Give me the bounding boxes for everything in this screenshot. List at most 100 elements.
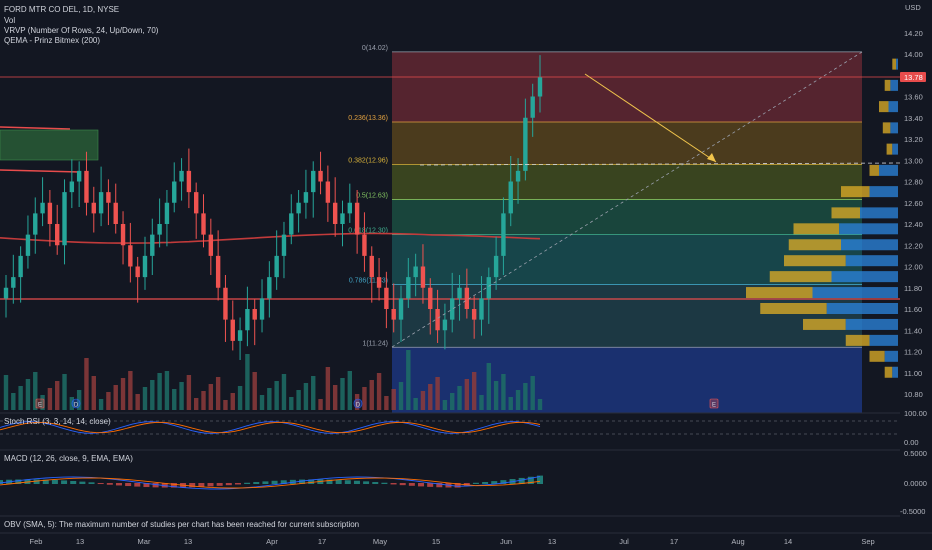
volume-bar <box>11 393 16 410</box>
fib-level-label: 0.786(11.83) <box>349 278 388 285</box>
candle-body <box>157 224 162 235</box>
volume-bar <box>530 376 535 410</box>
volume-bar <box>157 373 162 410</box>
candle-body <box>369 255 374 278</box>
candle-body <box>120 224 126 246</box>
volume-profile-up <box>884 350 898 362</box>
candle-body <box>84 170 89 203</box>
volume-profile-down <box>886 143 893 155</box>
volume-bar <box>208 384 214 410</box>
event-marker-icon <box>709 398 719 409</box>
macd-histogram-bar <box>482 482 489 484</box>
candle-body <box>296 202 301 214</box>
chart-title: FORD MTR CO DEL, 1D, NYSE <box>4 5 119 14</box>
price-tick-label: 12.20 <box>904 241 923 250</box>
macd-histogram-bar <box>335 479 342 484</box>
macd-label: MACD (12, 26, close, 9, EMA, EMA) <box>4 454 133 463</box>
volume-bar <box>391 389 396 410</box>
candle-body <box>406 277 411 299</box>
candle-body <box>172 181 177 203</box>
demand-zone[interactable] <box>0 129 99 161</box>
candle-body <box>457 287 462 299</box>
time-tick-label: 17 <box>318 537 326 546</box>
macd-histogram-bar <box>61 480 68 484</box>
macd-histogram-bar <box>537 475 543 484</box>
fib-zone-extension <box>392 347 862 413</box>
fib-level-label: 0.382(12.96) <box>348 158 388 165</box>
candle-body <box>259 298 265 320</box>
macd-histogram-bar <box>70 480 77 484</box>
volume-profile-up <box>879 164 898 176</box>
price-tick-label: 11.80 <box>904 284 922 293</box>
volume-bar <box>303 383 309 410</box>
volume-bar <box>493 381 499 410</box>
macd-histogram-bar <box>372 482 379 484</box>
candle-body <box>237 330 243 341</box>
candle-body <box>471 309 477 320</box>
volume-bar <box>25 379 31 410</box>
macd-histogram-bar <box>79 481 86 484</box>
obv-message: OBV (SMA, 5): The maximum number of stud… <box>4 520 359 529</box>
price-axis[interactable] <box>900 0 932 550</box>
macd-histogram-bar <box>125 483 132 487</box>
volume-profile-up <box>890 122 898 134</box>
macd-histogram-bar <box>42 479 49 484</box>
volume-profile-down <box>884 366 893 378</box>
candle-body <box>55 224 60 246</box>
price-tick-label: 11.40 <box>904 326 922 335</box>
fib-zone <box>392 51 862 122</box>
stoch-d-line <box>0 421 541 434</box>
price-tick-label: 12.40 <box>904 220 923 229</box>
macd-histogram-bar <box>225 483 232 486</box>
price-tick-label: 13.60 <box>904 93 923 102</box>
candle-body <box>486 277 491 299</box>
candle-body <box>428 287 433 309</box>
volume-bar <box>479 395 484 410</box>
macd-histogram-bar <box>207 483 214 487</box>
volume-profile-down <box>746 287 813 299</box>
candle-body <box>3 287 9 299</box>
macd-histogram-bar <box>170 483 177 488</box>
volume-bar <box>62 374 67 410</box>
volume-profile-down <box>788 239 841 251</box>
candlestick-series <box>3 55 543 360</box>
macd-histogram-bar <box>88 482 95 484</box>
dashed-level-line[interactable] <box>419 162 901 166</box>
time-axis[interactable]: Feb 13 Mar 13 Apr 17 May 15 Jun 13 Jul 17 Aug 14 Sep <box>30 537 875 546</box>
event-marker-icon <box>71 398 81 409</box>
macd-histogram-bar <box>271 480 278 484</box>
fib-trend-line[interactable] <box>391 51 863 348</box>
volume-bar <box>40 395 45 410</box>
volume-bar <box>113 385 118 410</box>
candle-body <box>252 309 257 320</box>
fib-zone <box>392 122 862 165</box>
stoch-k-line <box>0 421 541 434</box>
macd-histogram-bar <box>454 483 461 488</box>
volume-bar <box>420 391 426 410</box>
indicator-vrvp-label: VRVP (Number Of Rows, 24, Up/Down, 70) <box>4 26 159 35</box>
volume-bar <box>318 399 323 410</box>
time-tick-label: Feb <box>30 537 43 546</box>
volume-bar <box>150 380 155 410</box>
volume-bar <box>501 374 506 410</box>
last-price-badge <box>900 72 926 82</box>
time-tick-label: 13 <box>548 537 556 546</box>
macd-histogram-bar <box>15 479 22 484</box>
volume-bar <box>18 386 23 410</box>
price-tick-label: 14.00 <box>904 50 923 59</box>
candle-body <box>523 117 528 171</box>
candle-body <box>76 170 82 182</box>
projection-arrow[interactable] <box>584 73 717 163</box>
trend-line[interactable] <box>0 169 81 173</box>
candle-body <box>508 181 513 214</box>
volume-profile-up <box>831 271 898 283</box>
volume-profile-down <box>869 164 879 176</box>
candle-body <box>391 309 396 320</box>
volume-profile-down <box>845 334 870 346</box>
fibonacci-retracement[interactable]: 0(14.02) 0.236(13.36) 0.382(12.96) 0.5(12.6… <box>348 45 862 413</box>
candle-body <box>318 170 323 182</box>
price-tick-label: 11.20 <box>904 348 922 357</box>
trend-line[interactable] <box>0 126 71 130</box>
